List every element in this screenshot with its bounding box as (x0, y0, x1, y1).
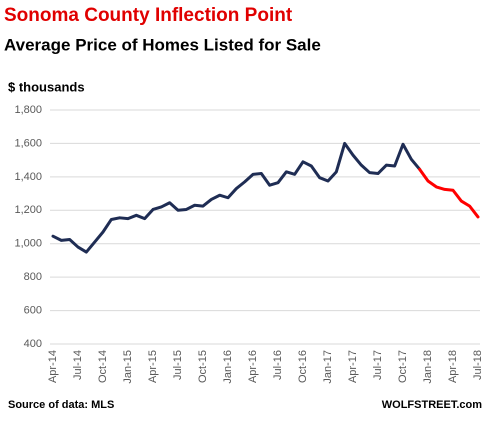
x-tick-label: Apr-14 (47, 350, 59, 383)
x-tick-label: Apr-16 (247, 350, 259, 383)
y-tick-label: 1,000 (14, 238, 42, 250)
credit: WOLFSTREET.com (382, 399, 482, 411)
x-tick-label: Jul-16 (272, 350, 284, 380)
y-tick-label: 1,600 (14, 137, 42, 149)
x-tick-label: Jul-15 (172, 350, 184, 380)
x-tick-label: Jan-17 (322, 350, 334, 384)
x-tick-label: Apr-17 (347, 350, 359, 383)
source: Source of data: MLS (8, 399, 114, 411)
line-series (418, 167, 480, 219)
x-tick-label: Apr-18 (447, 350, 459, 383)
x-tick-label: Apr-15 (147, 350, 159, 383)
x-tick-label: Oct-17 (397, 350, 409, 383)
x-tick-label: Oct-14 (97, 350, 109, 383)
x-tick-label: Oct-15 (197, 350, 209, 383)
x-tick-label: Jan-18 (422, 350, 434, 384)
y-tick-label: 800 (24, 271, 42, 283)
y-tick-label: 1,200 (14, 204, 42, 216)
line-series (51, 141, 422, 254)
x-tick-label: Jul-18 (472, 350, 484, 380)
x-tick-label: Jul-14 (72, 350, 84, 380)
chart-title: Sonoma County Inflection Point (4, 5, 293, 26)
x-tick-label: Jul-17 (372, 350, 384, 380)
y-axis-label: $ thousands (8, 79, 85, 94)
chart-subtitle: Average Price of Homes Listed for Sale (4, 35, 321, 54)
y-tick-label: 1,400 (14, 171, 42, 183)
y-tick-label: 600 (24, 304, 42, 316)
y-tick-label: 400 (24, 338, 42, 350)
y-tick-label: 1,800 (14, 104, 42, 116)
x-tick-label: Jan-15 (122, 350, 134, 384)
x-tick-label: Jan-16 (222, 350, 234, 384)
x-tick-label: Oct-16 (297, 350, 309, 383)
